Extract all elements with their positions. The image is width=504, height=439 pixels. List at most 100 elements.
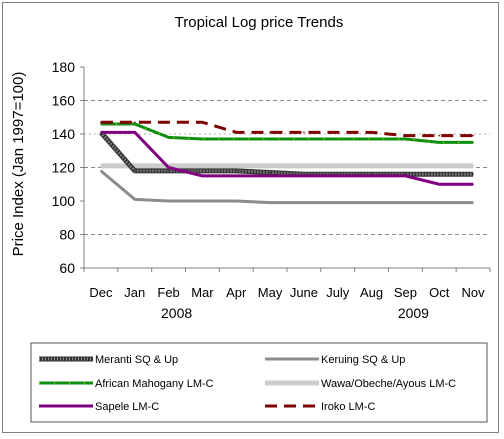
x-tick-label-may: May [258,285,283,300]
x-tick-label-apr: Apr [226,285,247,300]
series-line-african-mahogany-lm-c-stroke [100,122,474,144]
series-line-meranti-sq-up-hatch [99,131,474,176]
axes [80,66,491,272]
data-point-african-mahogany-lm-c-june [303,138,305,140]
series-line-sapele-lm-c-points [100,131,474,186]
data-point-sapele-lm-c-may [269,175,271,177]
legend-item-meranti-sq-up-label: Meranti SQ & Up [95,354,178,366]
data-point-wawa-obeche-ayous-lm-c-jan [133,165,136,167]
series-line-iroko-lm-c [100,120,474,138]
data-point-wawa-obeche-ayous-lm-c-mar [201,165,204,167]
y-tick-label-140: 140 [52,126,76,142]
series-line-african-mahogany-lm-c [100,122,474,144]
data-point-wawa-obeche-ayous-lm-c-dec [100,165,102,167]
series-line-african-mahogany-lm-c-points [100,123,474,144]
legend-item-african-mahogany-lm-c: African Mahogany LM-C [39,378,214,390]
data-point-keruing-sq-up-may [269,201,271,204]
data-point-african-mahogany-lm-c-jan [133,123,136,125]
data-point-african-mahogany-lm-c-mar [201,138,204,140]
y-tick-label-160: 160 [52,93,76,109]
data-point-iroko-lm-c-aug [370,131,373,134]
data-point-sapele-lm-c-aug [370,175,373,177]
x-tick-label-nov: Nov [462,285,486,300]
data-point-keruing-sq-up-oct [438,201,441,204]
y-tick-labels: 60 80 100 120 140 160 180 [52,59,76,276]
data-point-sapele-lm-c-june [303,175,305,177]
data-point-sapele-lm-c-july [336,175,339,177]
data-point-keruing-sq-up-june [303,201,305,204]
legend-item-sapele-lm-c-label: Sapele LM-C [95,401,159,413]
data-point-african-mahogany-lm-c-apr [235,138,238,140]
data-point-iroko-lm-c-sep [404,134,407,137]
y-tick-label-80: 80 [59,227,75,243]
data-point-keruing-sq-up-jan [133,198,136,201]
data-point-iroko-lm-c-apr [235,131,238,134]
x-tick-label-jan: Jan [124,285,145,300]
data-point-sapele-lm-c-nov [472,183,474,186]
data-point-keruing-sq-up-sep [404,201,407,204]
x-tick-label-feb: Feb [157,285,179,300]
series-lines [99,120,474,205]
x-tick-label-june: June [290,285,318,300]
year-label-2009: 2009 [398,305,429,321]
x-tick-label-sep: Sep [394,285,417,300]
data-point-african-mahogany-lm-c-aug [370,138,373,140]
x-tick-label-dec: Dec [89,285,113,300]
data-point-sapele-lm-c-apr [235,175,238,177]
data-point-iroko-lm-c-jan [133,121,136,124]
y-tick-label-100: 100 [52,193,76,209]
series-line-iroko-lm-c-stroke [100,120,474,138]
data-point-wawa-obeche-ayous-lm-c-july [336,165,339,167]
data-point-wawa-obeche-ayous-lm-c-aug [370,165,373,167]
data-point-wawa-obeche-ayous-lm-c-apr [235,165,238,167]
data-point-keruing-sq-up-dec [100,170,102,172]
data-point-keruing-sq-up-aug [370,201,373,204]
data-point-keruing-sq-up-mar [201,200,204,202]
data-point-african-mahogany-lm-c-july [336,138,339,140]
legend-box [30,342,488,423]
series-line-keruing-sq-up-points [100,170,474,204]
chart-svg: Tropical Log price Trends Price Index (J… [10,14,491,423]
legend-item-keruing-sq-up-label: Keruing SQ & Up [321,354,405,366]
data-point-keruing-sq-up-feb [167,200,170,202]
series-line-iroko-lm-c-points [100,121,474,137]
data-point-iroko-lm-c-mar [201,121,204,124]
data-point-sapele-lm-c-dec [100,131,102,134]
data-point-sapele-lm-c-jan [133,131,136,134]
data-point-wawa-obeche-ayous-lm-c-oct [438,165,441,167]
y-tick-label-180: 180 [52,59,76,75]
x-tick-labels: Dec Jan Feb Mar Apr May June July Aug Sep Oct Nov 20… [89,285,485,321]
data-point-iroko-lm-c-feb [167,121,170,124]
data-point-keruing-sq-up-nov [472,201,474,204]
legend-item-sapele-lm-c: Sapele LM-C [39,401,159,413]
y-axis-label: Price Index (Jan 1997=100) [10,72,27,257]
series-line-keruing-sq-up [99,169,474,205]
series-line-meranti-sq-up [99,130,474,177]
legend-item-keruing-sq-up: Keruing SQ & Up [265,354,405,366]
data-point-meranti-sq-up-jan [133,170,136,172]
data-point-african-mahogany-lm-c-feb [167,136,170,139]
data-point-meranti-sq-up-nov [472,173,474,175]
data-point-african-mahogany-lm-c-sep [404,138,407,140]
data-point-african-mahogany-lm-c-may [269,138,271,140]
data-point-wawa-obeche-ayous-lm-c-june [303,165,305,167]
data-point-african-mahogany-lm-c-oct [438,141,441,144]
data-point-wawa-obeche-ayous-lm-c-may [269,165,271,167]
data-point-meranti-sq-up-mar [201,170,204,172]
data-point-meranti-sq-up-feb [167,170,170,172]
data-point-iroko-lm-c-may [269,131,271,134]
data-point-iroko-lm-c-oct [438,134,441,137]
data-point-african-mahogany-lm-c-nov [472,141,474,144]
series-line-keruing-sq-up-stroke [99,169,474,205]
data-point-wawa-obeche-ayous-lm-c-nov [472,165,474,167]
y-tick-label-60: 60 [59,260,75,276]
chart-frame: Tropical Log price Trends Price Index (J… [2,2,499,433]
chart-title: Tropical Log price Trends [175,14,344,31]
legend-item-wawa-obeche-ayous-lm-c: Wawa/Obeche/Ayous LM-C [265,378,456,390]
data-point-sapele-lm-c-oct [438,183,441,186]
series-line-sapele-lm-c [100,130,474,186]
data-point-sapele-lm-c-sep [404,175,407,177]
x-tick-label-mar: Mar [191,285,214,300]
data-point-meranti-sq-up-apr [235,170,238,172]
series-line-sapele-lm-c-stroke [100,130,474,186]
